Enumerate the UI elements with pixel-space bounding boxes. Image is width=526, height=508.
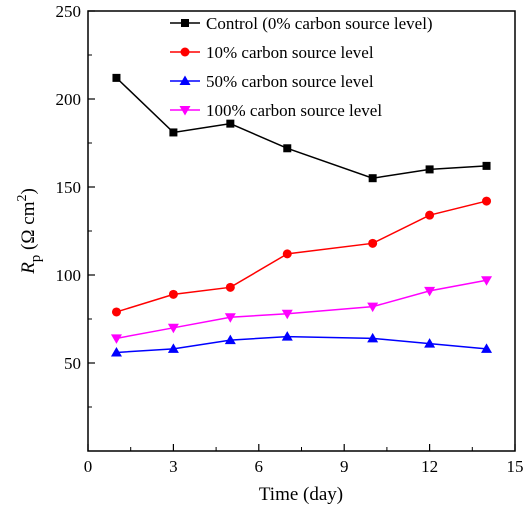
y-axis-symbol: R xyxy=(18,262,39,275)
data-point xyxy=(169,128,178,137)
legend-marker xyxy=(181,19,189,27)
data-point xyxy=(482,161,491,170)
data-point xyxy=(111,307,121,317)
data-point xyxy=(168,289,178,299)
y-tick-label: 50 xyxy=(64,354,81,373)
data-point xyxy=(112,73,121,82)
x-tick-label: 0 xyxy=(84,457,93,476)
data-point xyxy=(367,302,379,313)
legend-entry: Control (0% carbon source level) xyxy=(170,14,433,33)
y-axis-unit-close: ) xyxy=(18,188,39,194)
y-tick-label: 250 xyxy=(56,2,82,21)
x-tick-label: 9 xyxy=(340,457,349,476)
y-axis-title: Rp (Ω cm2) xyxy=(15,188,44,275)
data-point xyxy=(367,332,379,343)
y-axis-unit-superscript: 2 xyxy=(15,195,30,202)
legend-label: 10% carbon source level xyxy=(206,43,374,62)
legend-entry: 10% carbon source level xyxy=(170,43,374,62)
series-1 xyxy=(112,73,491,183)
legend-marker xyxy=(179,106,191,116)
data-point xyxy=(281,309,293,320)
data-point xyxy=(425,210,435,220)
data-point xyxy=(167,323,179,334)
series-layer xyxy=(110,73,493,357)
data-point xyxy=(224,313,236,323)
data-point xyxy=(482,196,492,206)
data-point xyxy=(425,165,434,174)
axis-ticks: 0 3 6 9 12 15 50 100 150 200 250 xyxy=(56,2,524,476)
data-point xyxy=(368,174,377,183)
data-point xyxy=(110,346,122,357)
data-point xyxy=(424,286,436,297)
data-point xyxy=(368,238,378,248)
data-point xyxy=(167,343,179,353)
legend-label: 100% carbon source level xyxy=(206,101,382,120)
legend-entry: 100% carbon source level xyxy=(170,101,382,120)
data-point xyxy=(424,338,436,348)
legend-marker xyxy=(179,75,191,85)
x-axis-title: Time (day) xyxy=(259,484,343,505)
data-point xyxy=(282,249,292,259)
y-axis-unit-open: (Ω cm xyxy=(18,201,39,254)
data-point xyxy=(481,276,493,286)
data-point xyxy=(224,334,236,345)
y-tick-label: 100 xyxy=(56,266,82,285)
legend-label: 50% carbon source level xyxy=(206,72,374,91)
data-point xyxy=(226,119,235,128)
x-tick-label: 12 xyxy=(421,457,438,476)
data-point xyxy=(481,343,493,353)
x-tick-label: 6 xyxy=(255,457,264,476)
series-4 xyxy=(110,276,493,344)
data-point xyxy=(281,331,293,341)
series-line xyxy=(115,77,487,179)
y-tick-label: 150 xyxy=(56,178,82,197)
data-point xyxy=(225,282,235,292)
y-axis-subscript: p xyxy=(28,255,44,263)
legend-label: Control (0% carbon source level) xyxy=(206,14,433,33)
data-point xyxy=(283,144,292,153)
legend-entry: 50% carbon source level xyxy=(170,72,374,91)
y-tick-label: 200 xyxy=(56,90,82,109)
legend-marker xyxy=(180,47,190,57)
series-3 xyxy=(110,331,493,357)
series-2 xyxy=(111,196,492,317)
data-point xyxy=(110,334,122,344)
x-tick-label: 15 xyxy=(507,457,524,476)
x-tick-label: 3 xyxy=(169,457,178,476)
legend: Control (0% carbon source level) 10% carb… xyxy=(170,14,433,120)
